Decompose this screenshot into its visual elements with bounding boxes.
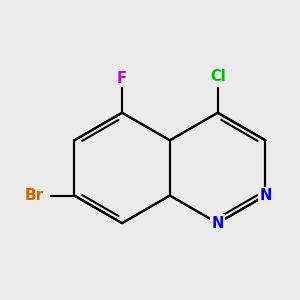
Text: N: N	[259, 188, 272, 203]
Text: Br: Br	[25, 188, 44, 203]
Text: N: N	[212, 216, 224, 231]
Text: Cl: Cl	[210, 69, 226, 84]
Text: F: F	[117, 71, 127, 86]
